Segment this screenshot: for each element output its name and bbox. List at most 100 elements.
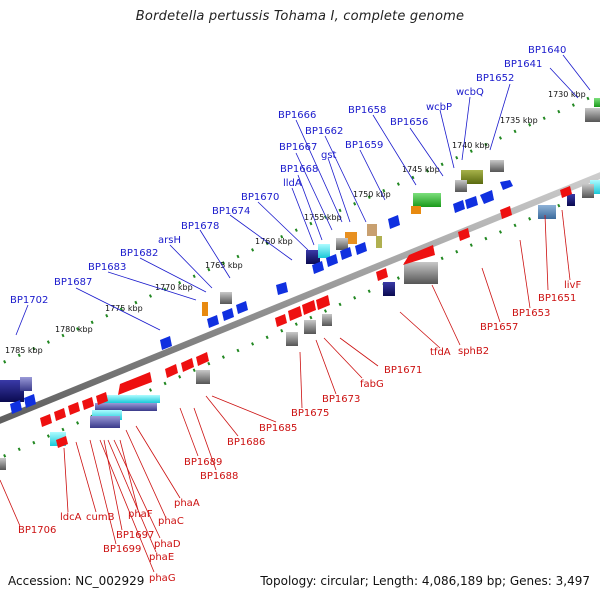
gene-feature	[304, 320, 316, 334]
gene-label[interactable]: BP1675	[291, 408, 329, 419]
gene-label[interactable]: BP1656	[390, 117, 428, 128]
tick-label: 1770 kbp	[155, 283, 193, 292]
gene-label[interactable]: BP1674	[212, 206, 250, 217]
gene-label[interactable]: BP1682	[120, 248, 158, 259]
gene-arrow	[196, 352, 209, 366]
gene-label[interactable]: BP1688	[200, 471, 238, 482]
gene-label[interactable]: BP1670	[241, 192, 279, 203]
gene-label[interactable]: BP1657	[480, 322, 518, 333]
gene-label[interactable]: BP1652	[476, 73, 514, 84]
gene-feature	[336, 238, 348, 250]
gene-feature	[404, 262, 438, 284]
gene-label[interactable]: BP1641	[504, 59, 542, 70]
gene-feature	[413, 193, 441, 207]
gene-label[interactable]: livF	[564, 280, 581, 291]
gene-arrow	[165, 364, 178, 378]
accession-text: Accession: NC_002929	[8, 574, 145, 588]
gene-arrow	[312, 261, 324, 274]
gene-label[interactable]: BP1659	[345, 140, 383, 151]
gene-label[interactable]: BP1640	[528, 45, 566, 56]
map-title: Bordetella pertussis Tohama I, complete …	[135, 9, 465, 24]
gene-arrow	[340, 247, 352, 260]
gene-label[interactable]: tfdA	[430, 347, 451, 358]
gene-arrow	[403, 245, 435, 265]
forward-leader-lines	[15, 54, 591, 336]
gene-label[interactable]: sphB2	[458, 346, 489, 357]
gene-label[interactable]: BP1683	[88, 262, 126, 273]
gene-label[interactable]: BP1667	[279, 142, 317, 153]
gene-feature	[318, 244, 330, 258]
tick-label: 1775 kbp	[105, 304, 143, 313]
gene-feature	[20, 377, 32, 391]
gene-arrow	[376, 268, 388, 281]
gene-label[interactable]: phaF	[128, 509, 153, 520]
gene-arrow	[388, 215, 400, 229]
tick-label: 1760 kbp	[255, 237, 293, 246]
gene-label[interactable]: phaG	[149, 573, 176, 584]
gene-label[interactable]: arsH	[158, 235, 181, 246]
gene-feature	[538, 205, 556, 219]
gene-feature	[585, 108, 600, 122]
gene-feature	[220, 292, 232, 304]
gene-feature	[383, 282, 395, 296]
gene-label[interactable]: BP1653	[512, 308, 550, 319]
gene-arrow	[40, 414, 52, 427]
gene-feature	[594, 98, 600, 107]
gene-arrow	[207, 315, 219, 328]
gene-arrow	[355, 242, 367, 255]
gene-label[interactable]: wcbQ	[456, 87, 484, 98]
gene-arrow	[326, 254, 338, 267]
gene-label[interactable]: BP1686	[227, 437, 265, 448]
gene-label[interactable]: BP1651	[538, 293, 576, 304]
gene-label[interactable]: BP1658	[348, 105, 386, 116]
gene-label[interactable]: BP1689	[184, 457, 222, 468]
gene-label[interactable]: BP1678	[181, 221, 219, 232]
gene-label[interactable]: phaC	[158, 516, 184, 527]
gene-label[interactable]: wcbP	[426, 102, 452, 113]
gene-label[interactable]: BP1673	[322, 394, 360, 405]
tick-label: 1785 kbp	[5, 346, 43, 355]
gene-feature	[0, 380, 24, 402]
gene-label[interactable]: BP1702	[10, 295, 48, 306]
gene-arrow	[118, 372, 152, 395]
gene-label[interactable]: BP1697	[116, 530, 154, 541]
gene-label[interactable]: BP1687	[54, 277, 92, 288]
gene-arrow	[316, 295, 330, 310]
gene-label[interactable]: cumB	[86, 512, 115, 523]
gene-feature	[367, 224, 377, 236]
gene-label[interactable]: phaA	[174, 498, 200, 509]
gene-arrow	[236, 301, 248, 314]
gene-arrow	[458, 228, 470, 241]
tick-label: 1765 kbp	[205, 261, 243, 270]
gene-label[interactable]: BP1706	[18, 525, 56, 536]
gene-arrow	[480, 190, 494, 204]
tick-label: 1730 kbp	[548, 90, 586, 99]
gene-label[interactable]: BP1671	[384, 365, 422, 376]
gene-feature	[567, 194, 575, 206]
gene-arrow	[500, 206, 512, 219]
gene-label[interactable]: gst	[321, 150, 337, 161]
gene-feature	[196, 370, 210, 384]
gene-feature	[92, 410, 122, 420]
gene-feature	[306, 250, 320, 264]
gene-label[interactable]: phaD	[154, 539, 181, 550]
gene-feature	[90, 416, 120, 428]
gene-label[interactable]: BP1699	[103, 544, 141, 555]
gene-arrow	[56, 436, 68, 448]
gene-label[interactable]: lldA	[283, 178, 302, 189]
gene-label[interactable]: phaE	[149, 552, 174, 563]
gene-feature	[582, 184, 594, 198]
gene-feature	[100, 395, 160, 403]
gene-feature	[376, 236, 382, 248]
gene-arrow	[465, 196, 478, 209]
tick-label: 1745 kbp	[402, 165, 440, 174]
gene-label[interactable]: BP1685	[259, 423, 297, 434]
genome-summary-text: Topology: circular; Length: 4,086,189 bp…	[260, 574, 590, 588]
gene-label[interactable]: fabG	[360, 379, 384, 390]
gene-feature	[590, 180, 600, 194]
gene-label[interactable]: ldcA	[60, 512, 82, 523]
tick-label: 1750 kbp	[353, 190, 391, 199]
gene-label[interactable]: BP1662	[305, 126, 343, 137]
gene-label[interactable]: BP1666	[278, 110, 316, 121]
gene-label[interactable]: BP1668	[280, 164, 318, 175]
